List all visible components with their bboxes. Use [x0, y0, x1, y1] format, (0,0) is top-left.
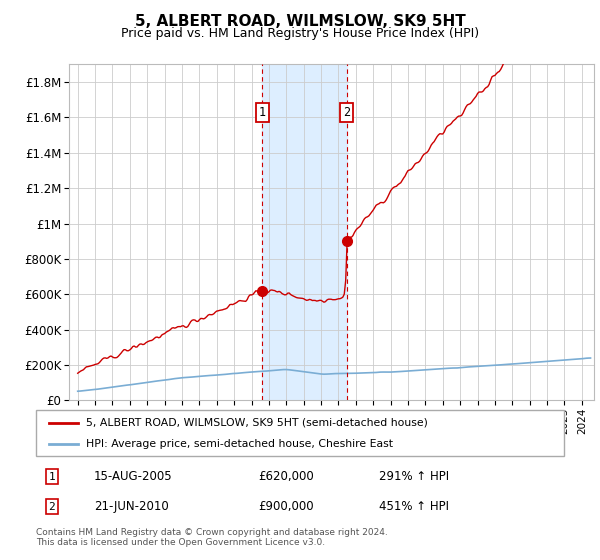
Text: 291% ↑ HPI: 291% ↑ HPI [379, 470, 449, 483]
Text: HPI: Average price, semi-detached house, Cheshire East: HPI: Average price, semi-detached house,… [86, 439, 393, 449]
Text: 15-AUG-2005: 15-AUG-2005 [94, 470, 173, 483]
Text: 2: 2 [343, 106, 350, 119]
Bar [262, 64, 347, 400]
Text: 5, ALBERT ROAD, WILMSLOW, SK9 5HT (semi-detached house): 5, ALBERT ROAD, WILMSLOW, SK9 5HT (semi-… [86, 418, 428, 428]
Text: £620,000: £620,000 [258, 470, 314, 483]
FancyBboxPatch shape [36, 410, 564, 456]
Text: 2: 2 [49, 502, 55, 512]
Text: Price paid vs. HM Land Registry's House Price Index (HPI): Price paid vs. HM Land Registry's House … [121, 27, 479, 40]
Text: 5, ALBERT ROAD, WILMSLOW, SK9 5HT: 5, ALBERT ROAD, WILMSLOW, SK9 5HT [134, 14, 466, 29]
Text: 21-JUN-2010: 21-JUN-2010 [94, 500, 169, 513]
Text: 1: 1 [49, 472, 55, 482]
Text: £900,000: £900,000 [258, 500, 313, 513]
Text: 451% ↑ HPI: 451% ↑ HPI [379, 500, 449, 513]
Text: Contains HM Land Registry data © Crown copyright and database right 2024.
This d: Contains HM Land Registry data © Crown c… [36, 528, 388, 547]
Text: 1: 1 [259, 106, 266, 119]
